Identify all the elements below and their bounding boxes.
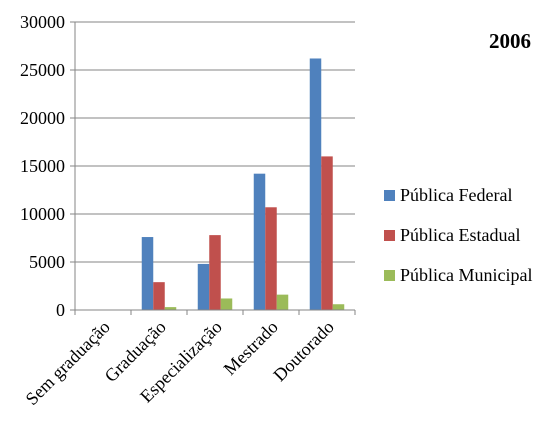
bar-pública-municipal [276, 294, 289, 310]
y-tick-label: 25000 [20, 60, 65, 80]
bar-pública-federal [197, 263, 210, 310]
bar-pública-estadual [153, 282, 165, 310]
gridlines [70, 21, 355, 311]
x-category-label: Doutorado [269, 317, 338, 386]
bar-pública-municipal [164, 307, 177, 310]
x-category-labels: Sem graduaçãoGraduaçãoEspecializaçãoMest… [22, 317, 338, 409]
bar-pública-federal [141, 237, 154, 310]
y-tick-label: 30000 [20, 12, 65, 32]
y-tick-label: 5000 [29, 252, 65, 272]
bar-pública-estadual [265, 207, 277, 310]
chart-title: 2006 [489, 29, 531, 53]
bar-pública-municipal [220, 298, 233, 310]
x-category-label: Sem graduação [22, 317, 114, 409]
legend: Pública Federal Pública Estadual Pública M… [384, 185, 532, 285]
legend-swatch [384, 190, 395, 201]
bar-pública-estadual [321, 156, 333, 310]
legend-swatch [384, 230, 395, 241]
bars [141, 58, 345, 311]
axes [74, 22, 356, 315]
y-tick-label: 0 [56, 300, 65, 320]
legend-label: Pública Federal [400, 185, 512, 205]
bar-pública-federal [309, 58, 322, 311]
legend-label: Pública Municipal [400, 265, 532, 285]
y-tick-label: 15000 [20, 156, 65, 176]
legend-label: Pública Estadual [400, 225, 520, 245]
bar-pública-federal [253, 173, 266, 310]
y-tick-label: 10000 [20, 204, 65, 224]
legend-swatch [384, 270, 395, 281]
bar-pública-estadual [209, 235, 221, 310]
y-tick-label: 20000 [20, 108, 65, 128]
y-tick-labels: 0 5000 10000 15000 20000 25000 30000 [20, 12, 65, 320]
bar-pública-municipal [332, 304, 345, 310]
